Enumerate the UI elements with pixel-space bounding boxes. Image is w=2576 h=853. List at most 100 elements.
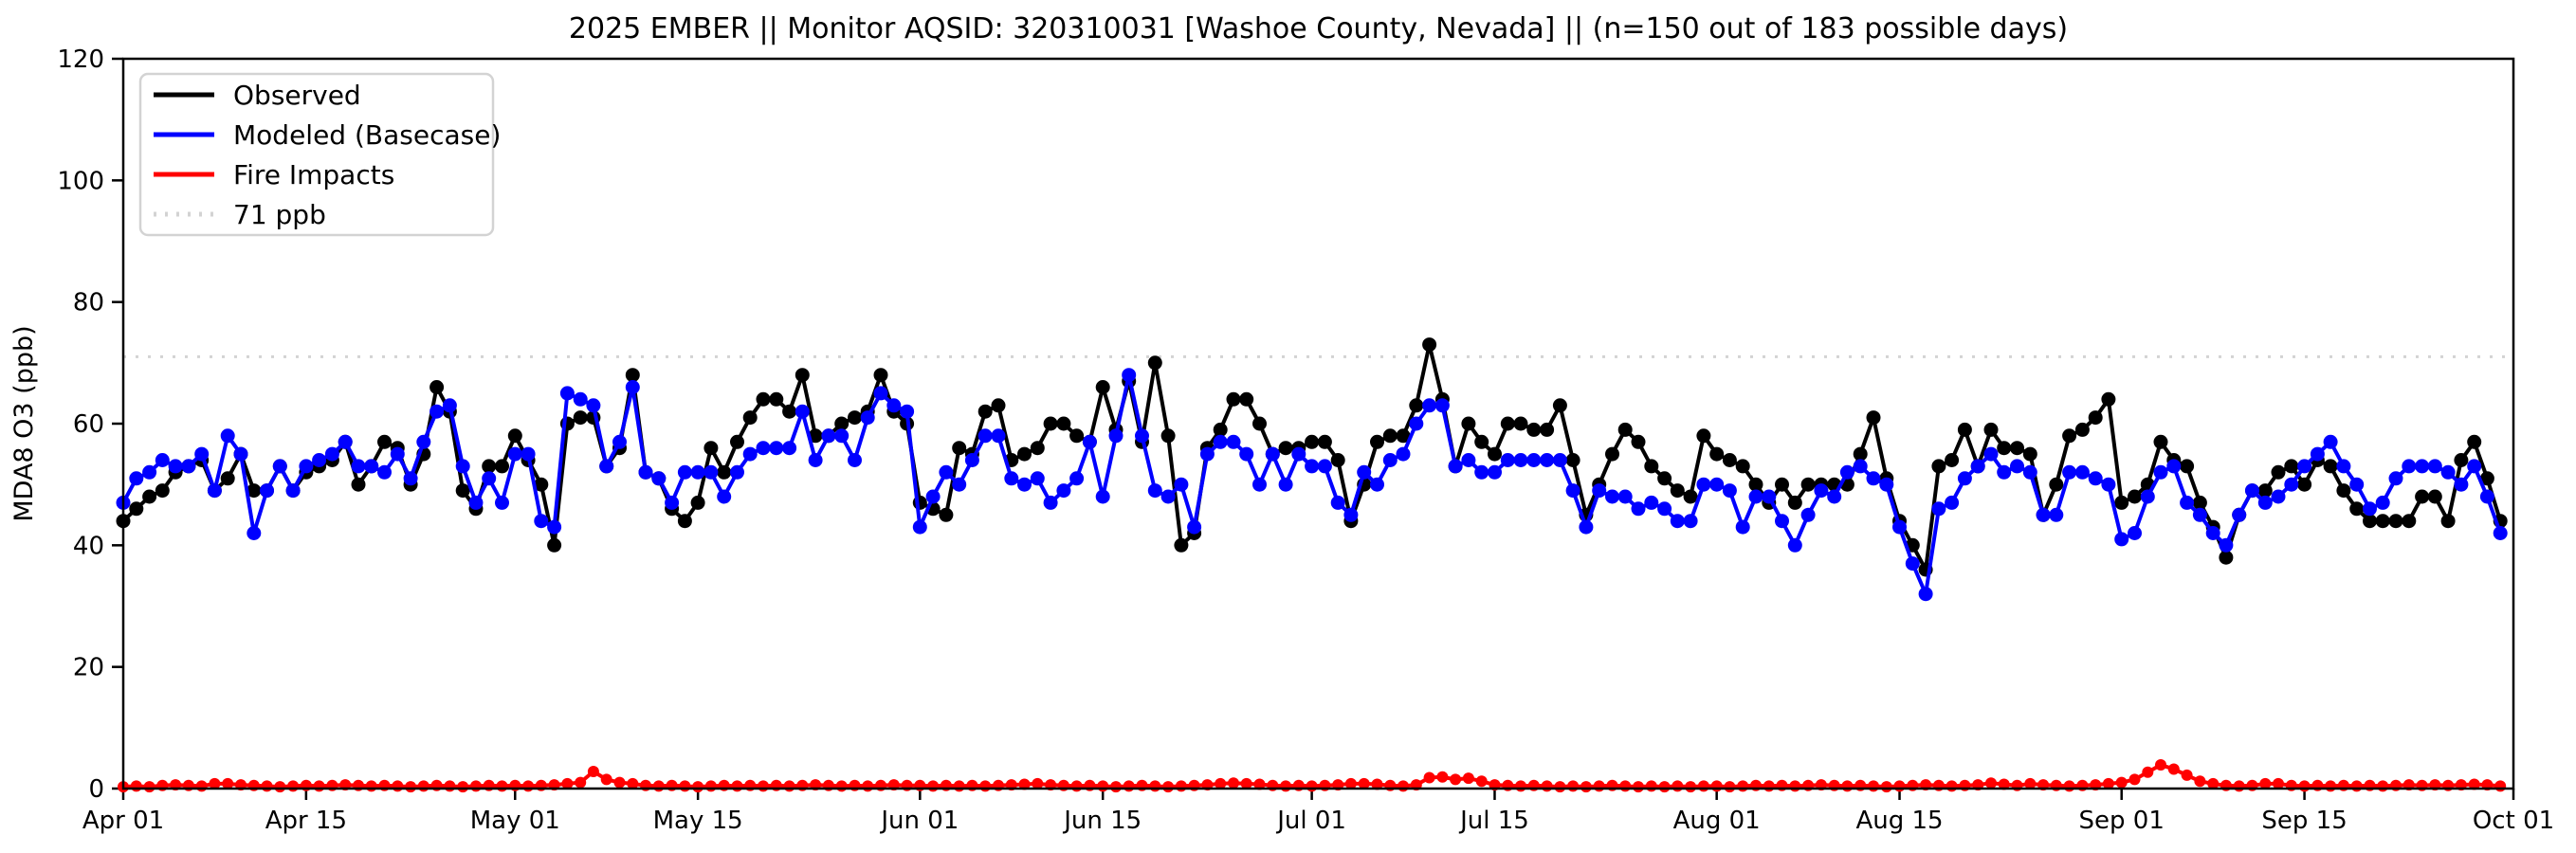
modeled-basecase-point xyxy=(1474,464,1489,480)
fire-impacts-point xyxy=(953,780,965,792)
fire-impacts-point xyxy=(1149,780,1161,792)
observed-point xyxy=(2454,453,2469,467)
modeled-basecase-point xyxy=(260,483,274,499)
modeled-basecase-point xyxy=(1317,459,1332,474)
modeled-basecase-point xyxy=(1670,514,1685,529)
fire-impacts-point xyxy=(704,780,717,792)
fire-impacts-point xyxy=(1515,780,1526,792)
modeled-basecase-point xyxy=(1213,434,1228,449)
observed-point xyxy=(1775,477,1789,492)
x-tick-label: May 15 xyxy=(653,807,743,835)
modeled-basecase-point xyxy=(900,404,915,419)
fire-impacts-point xyxy=(1567,780,1580,792)
modeled-basecase-point xyxy=(1631,501,1646,517)
fire-impacts-point xyxy=(1240,777,1252,789)
observed-point xyxy=(756,391,771,407)
observed-point xyxy=(1787,495,1802,510)
modeled-basecase-point xyxy=(1095,489,1110,504)
observed-point xyxy=(2049,477,2064,492)
observed-point xyxy=(1931,459,1946,474)
modeled-basecase-point xyxy=(2467,459,2482,474)
observed-point xyxy=(1957,422,1972,437)
modeled-basecase-point xyxy=(233,446,248,462)
observed-point xyxy=(2297,477,2312,492)
modeled-basecase-point xyxy=(1396,446,1411,462)
fire-impacts-point xyxy=(1737,780,1749,792)
fire-impacts-point xyxy=(1998,778,2010,790)
fire-impacts-point xyxy=(758,780,769,792)
modeled-basecase-point xyxy=(1775,514,1789,529)
fire-impacts-point xyxy=(2128,773,2141,786)
fire-impacts-point xyxy=(1371,778,1383,790)
observed-point xyxy=(1552,398,1567,413)
observed-point xyxy=(495,459,509,474)
observed-point xyxy=(1800,477,1816,492)
fire-impacts-point xyxy=(2273,777,2284,789)
observed-point xyxy=(1330,453,1345,467)
observed-point xyxy=(1853,446,1868,462)
observed-point xyxy=(2153,434,2168,449)
observed-point xyxy=(1997,441,2012,456)
fire-impacts-point xyxy=(1032,777,1044,789)
modeled-basecase-point xyxy=(1814,483,1829,499)
modeled-basecase-point xyxy=(312,453,327,467)
fire-impacts-point xyxy=(1110,781,1122,793)
observed-point xyxy=(1866,410,1881,426)
modeled-basecase-point xyxy=(573,391,588,407)
fire-impacts-point xyxy=(1097,780,1109,792)
modeled-basecase-point xyxy=(977,428,993,444)
observed-point xyxy=(991,398,1006,413)
observed-point xyxy=(1174,537,1189,553)
observed-point xyxy=(730,434,744,449)
modeled-basecase-point xyxy=(991,428,1006,444)
modeled-basecase-point xyxy=(2493,526,2508,540)
modeled-basecase-point xyxy=(390,446,405,462)
observed-point xyxy=(455,483,470,499)
modeled-basecase-point xyxy=(455,459,470,474)
observed-point xyxy=(351,477,366,492)
modeled-basecase-point xyxy=(808,453,823,467)
observed-point xyxy=(2402,514,2417,529)
modeled-basecase-point xyxy=(1030,471,1045,486)
modeled-basecase-point xyxy=(1526,453,1542,467)
observed-point xyxy=(873,368,888,383)
y-tick-label: 100 xyxy=(57,167,104,195)
modeled-basecase-point xyxy=(2088,471,2103,486)
fire-impacts-point xyxy=(1228,777,1239,789)
modeled-basecase-point xyxy=(324,446,339,462)
fire-impacts-point xyxy=(457,781,469,793)
modeled-basecase-point xyxy=(416,434,431,449)
modeled-basecase-point xyxy=(1866,471,1881,486)
modeled-basecase-point xyxy=(1918,587,1933,602)
fire-impacts-point xyxy=(1253,778,1266,790)
fire-impacts-point xyxy=(587,766,599,777)
modeled-basecase-point xyxy=(1709,477,1725,492)
observed-point xyxy=(690,495,705,510)
modeled-basecase-point xyxy=(2336,459,2351,474)
modeled-basecase-point xyxy=(742,446,758,462)
fire-impacts-point xyxy=(575,776,587,789)
fire-impacts-point xyxy=(862,780,874,792)
observed-point xyxy=(703,441,719,456)
fire-impacts-point xyxy=(1946,780,1958,792)
fire-impacts-point xyxy=(2194,775,2206,788)
legend-label: Observed xyxy=(233,80,361,111)
observed-point xyxy=(1239,391,1254,407)
modeled-basecase-point xyxy=(2310,446,2325,462)
observed-point xyxy=(534,477,549,492)
fire-impacts-point xyxy=(927,780,940,792)
modeled-basecase-point xyxy=(886,398,902,413)
fire-impacts-point xyxy=(2207,777,2220,789)
modeled-basecase-point xyxy=(795,404,810,419)
modeled-basecase-point xyxy=(247,526,262,540)
observed-point xyxy=(1278,441,1293,456)
modeled-basecase-point xyxy=(207,483,222,499)
modeled-basecase-point xyxy=(1579,519,1594,535)
observed-point xyxy=(1056,416,1071,431)
observed-point xyxy=(1670,483,1685,499)
modeled-basecase-point xyxy=(468,495,484,510)
observed-point xyxy=(848,410,862,426)
observed-point xyxy=(2192,495,2207,510)
modeled-basecase-point xyxy=(1657,501,1672,517)
observed-point xyxy=(1030,441,1045,456)
